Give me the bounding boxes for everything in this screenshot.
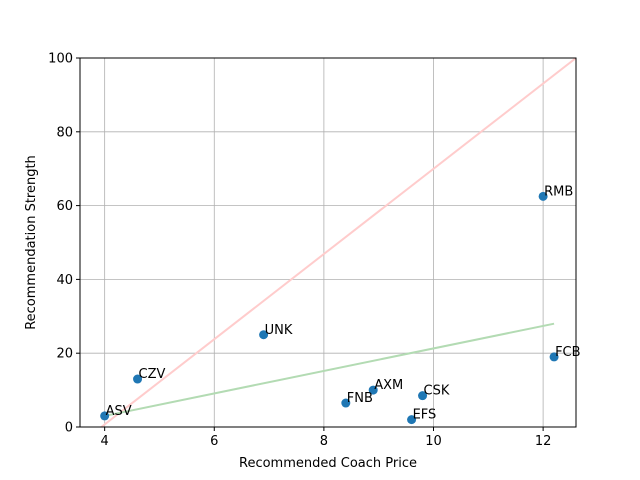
point-label: UNK [265, 323, 293, 338]
data-point [368, 385, 378, 395]
x-axis-label: Recommended Coach Price [239, 456, 417, 471]
x-axis-ticks: 4 6 8 10 12 [101, 427, 552, 449]
x-tick-label: 10 [425, 434, 442, 449]
y-tick-label: 80 [56, 125, 73, 140]
data-point [418, 391, 428, 401]
y-tick-label: 60 [56, 199, 73, 214]
point-label: FCB [555, 345, 580, 360]
y-tick-label: 0 [65, 421, 73, 436]
plot-frame [79, 57, 577, 428]
point-label: FNB [347, 391, 373, 406]
point-label: RMB [544, 184, 573, 199]
reference-lines [99, 58, 576, 427]
y-tick-label: 20 [56, 347, 73, 362]
x-tick-label: 6 [210, 434, 218, 449]
point-label: CZV [139, 367, 166, 382]
data-point [133, 374, 143, 384]
x-tick-label: 4 [101, 434, 109, 449]
x-tick-label: 8 [320, 434, 328, 449]
y-axis-label: Recommendation Strength [24, 155, 39, 330]
point-label: CSK [424, 384, 450, 399]
data-point [407, 415, 417, 425]
y-tick-label: 40 [56, 273, 73, 288]
y-tick-label: 100 [48, 52, 73, 67]
x-tick-label: 12 [535, 434, 552, 449]
data-point [538, 191, 548, 201]
point-label: AXM [374, 378, 403, 393]
data-points: RMB UNK FCB CZV AXM CSK FNB ASV EFS [100, 184, 581, 425]
data-point [341, 398, 351, 408]
point-label: ASV [106, 404, 132, 419]
point-label: EFS [413, 408, 437, 423]
data-point [549, 352, 559, 362]
y-axis-ticks: 0 20 40 60 80 100 [48, 52, 80, 436]
data-point [259, 330, 269, 340]
reference-line [104, 322, 555, 417]
data-point [100, 411, 110, 421]
reference-line [99, 58, 576, 427]
